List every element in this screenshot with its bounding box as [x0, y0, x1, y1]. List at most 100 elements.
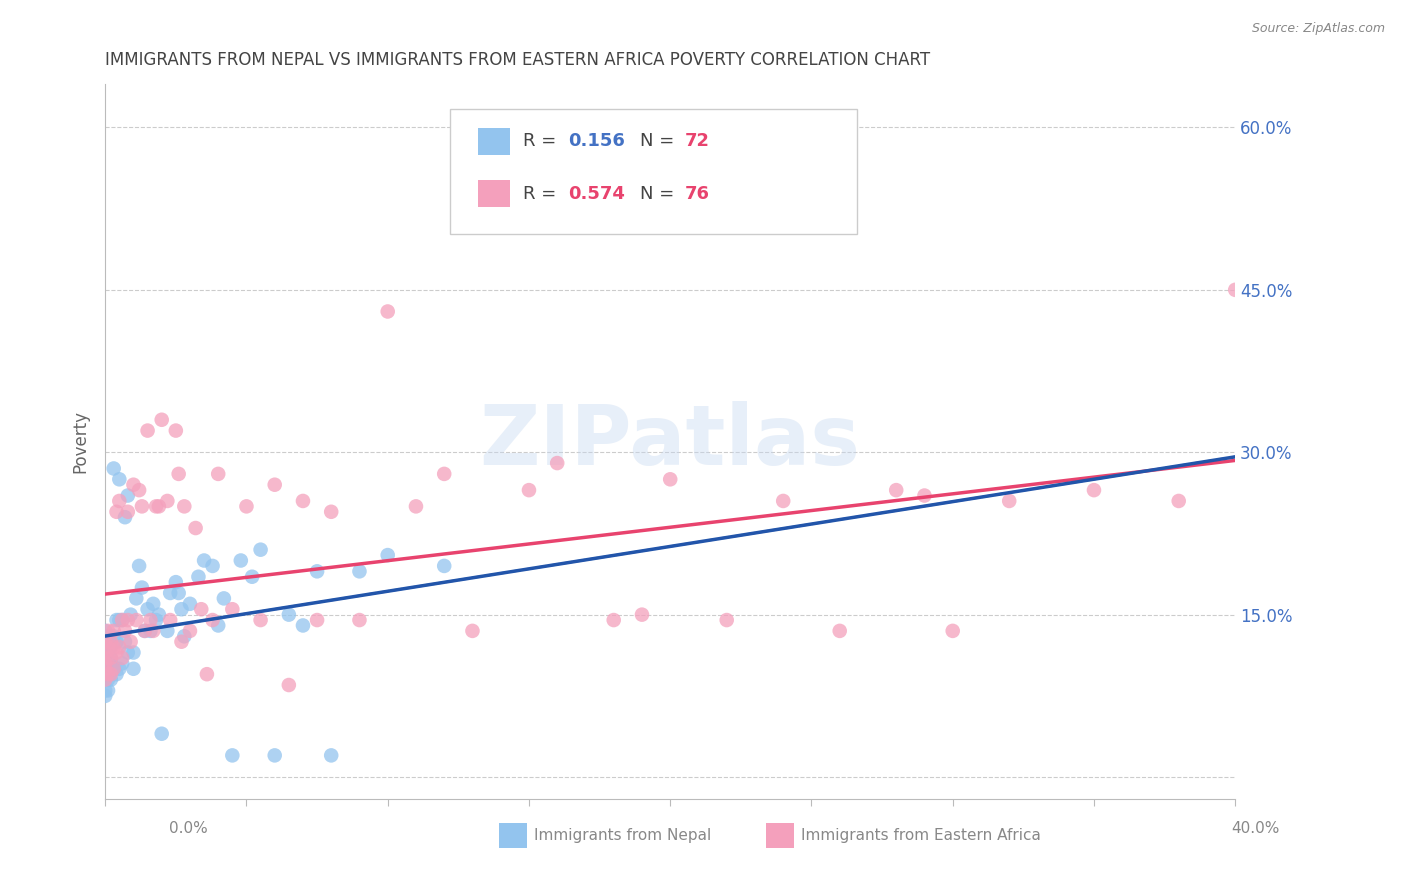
- Point: [97, 624, 120, 638]
- Point: [139, 624, 162, 638]
- Text: 40.0%: 40.0%: [1232, 821, 1279, 836]
- Point: [221, 748, 243, 763]
- Point: [111, 651, 134, 665]
- Point: [94, 662, 117, 676]
- Point: [131, 500, 153, 514]
- Point: [94, 657, 117, 671]
- Point: [170, 602, 193, 616]
- Y-axis label: Poverty: Poverty: [72, 410, 89, 473]
- Point: [349, 613, 371, 627]
- Point: [148, 500, 170, 514]
- Point: [212, 591, 235, 606]
- Point: [125, 613, 148, 627]
- Point: [94, 673, 117, 687]
- Point: [94, 640, 117, 654]
- Point: [100, 651, 122, 665]
- Point: [108, 472, 131, 486]
- Point: [122, 662, 145, 676]
- Point: [716, 613, 738, 627]
- Text: N =: N =: [640, 185, 679, 202]
- Point: [131, 581, 153, 595]
- Point: [103, 662, 125, 676]
- Point: [207, 467, 229, 481]
- Point: [125, 591, 148, 606]
- Point: [277, 607, 299, 622]
- Point: [94, 624, 117, 638]
- Point: [173, 629, 195, 643]
- Point: [108, 613, 131, 627]
- Point: [97, 683, 120, 698]
- Point: [103, 461, 125, 475]
- Point: [249, 542, 271, 557]
- Point: [97, 651, 120, 665]
- Point: [136, 602, 159, 616]
- Point: [105, 613, 128, 627]
- Point: [134, 624, 156, 638]
- Point: [914, 489, 936, 503]
- Point: [94, 651, 117, 665]
- Point: [433, 467, 456, 481]
- Point: [117, 489, 139, 503]
- Point: [277, 678, 299, 692]
- Point: [828, 624, 851, 638]
- Point: [111, 657, 134, 671]
- Point: [221, 602, 243, 616]
- Point: [291, 618, 314, 632]
- Point: [114, 510, 136, 524]
- Text: R =: R =: [523, 185, 562, 202]
- Point: [517, 483, 540, 497]
- Text: 0.0%: 0.0%: [169, 821, 208, 836]
- Point: [170, 634, 193, 648]
- Point: [159, 586, 181, 600]
- Point: [772, 494, 794, 508]
- Point: [134, 624, 156, 638]
- Point: [184, 521, 207, 535]
- Point: [128, 558, 150, 573]
- Point: [117, 646, 139, 660]
- Point: [114, 634, 136, 648]
- Point: [193, 553, 215, 567]
- Point: [105, 667, 128, 681]
- Point: [156, 494, 179, 508]
- Text: 76: 76: [685, 185, 710, 202]
- Point: [122, 646, 145, 660]
- Point: [349, 565, 371, 579]
- Point: [307, 565, 329, 579]
- Point: [94, 657, 117, 671]
- Text: R =: R =: [523, 133, 562, 151]
- Point: [94, 683, 117, 698]
- Point: [94, 689, 117, 703]
- Point: [103, 640, 125, 654]
- Point: [263, 477, 285, 491]
- Point: [235, 500, 257, 514]
- Point: [884, 483, 907, 497]
- Point: [461, 624, 484, 638]
- Point: [120, 607, 142, 622]
- Point: [291, 494, 314, 508]
- FancyBboxPatch shape: [478, 180, 510, 207]
- Point: [659, 472, 682, 486]
- Point: [201, 613, 224, 627]
- Point: [103, 662, 125, 676]
- Point: [97, 640, 120, 654]
- Point: [145, 613, 167, 627]
- Point: [240, 570, 263, 584]
- Point: [97, 667, 120, 681]
- Point: [139, 613, 162, 627]
- Text: IMMIGRANTS FROM NEPAL VS IMMIGRANTS FROM EASTERN AFRICA POVERTY CORRELATION CHAR: IMMIGRANTS FROM NEPAL VS IMMIGRANTS FROM…: [105, 51, 931, 69]
- Point: [998, 494, 1021, 508]
- Point: [97, 640, 120, 654]
- Point: [148, 607, 170, 622]
- Point: [159, 613, 181, 627]
- Point: [942, 624, 965, 638]
- Text: Source: ZipAtlas.com: Source: ZipAtlas.com: [1251, 22, 1385, 36]
- Point: [377, 548, 399, 562]
- Point: [94, 646, 117, 660]
- Point: [117, 505, 139, 519]
- Point: [263, 748, 285, 763]
- Point: [105, 646, 128, 660]
- Point: [108, 662, 131, 676]
- Point: [94, 662, 117, 676]
- Point: [97, 673, 120, 687]
- FancyBboxPatch shape: [478, 128, 510, 155]
